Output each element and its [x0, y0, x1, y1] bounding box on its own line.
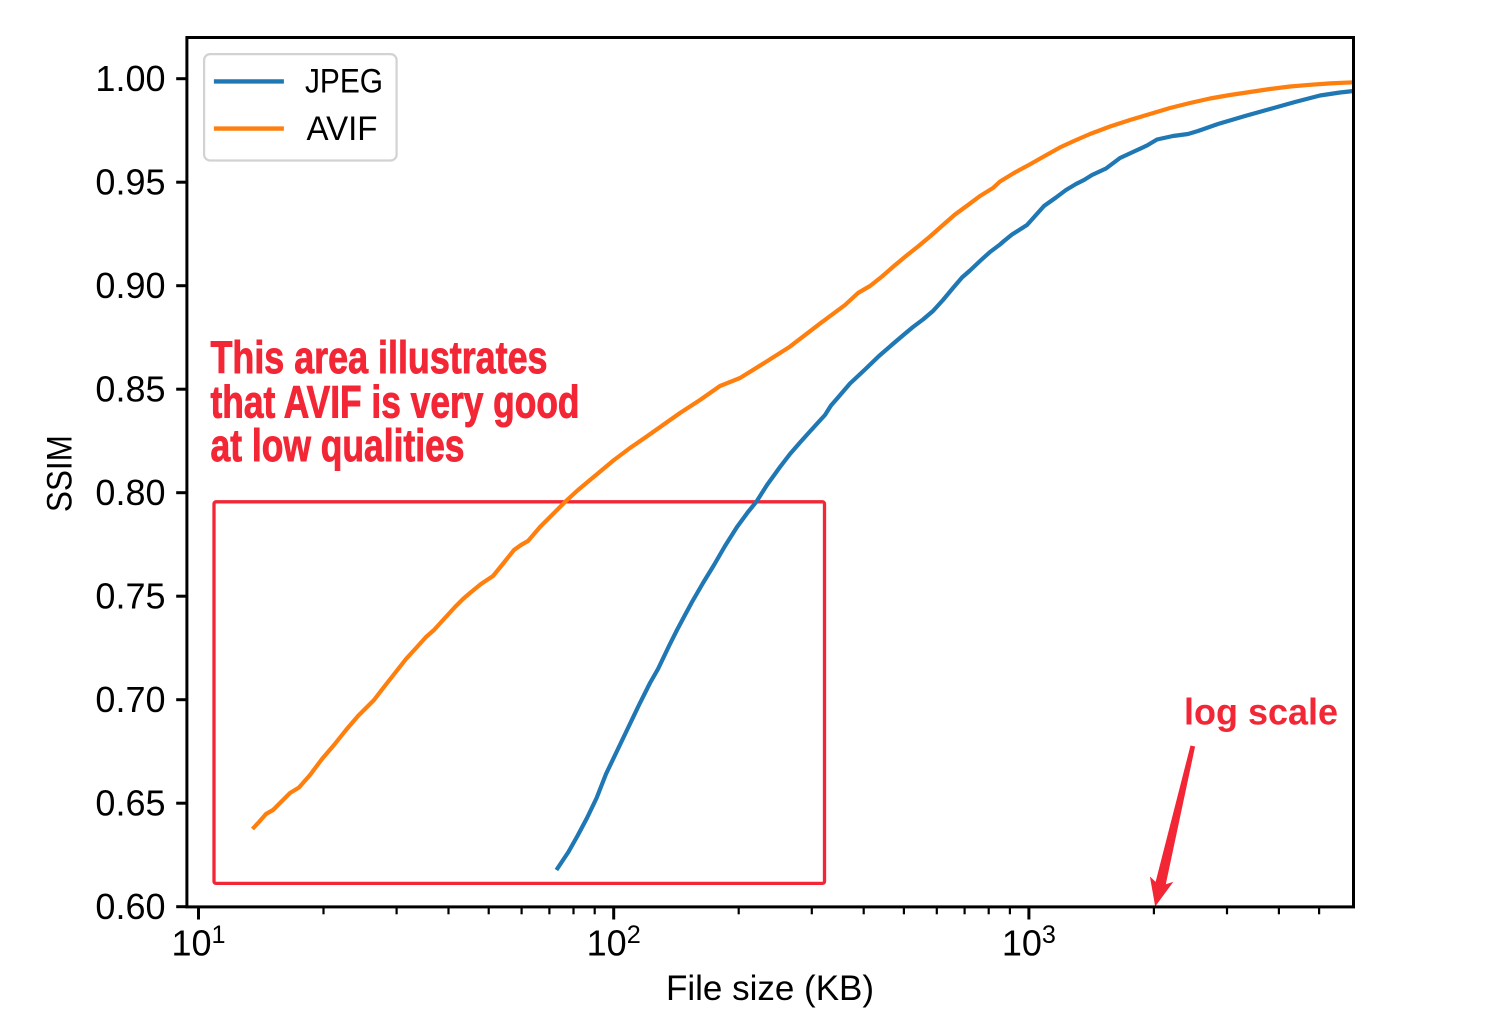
- svg-text:0.60: 0.60: [95, 886, 165, 927]
- svg-text:0.95: 0.95: [95, 162, 165, 203]
- svg-text:log scale: log scale: [1184, 692, 1338, 733]
- svg-text:0.75: 0.75: [95, 576, 165, 617]
- svg-text:This area illustrates: This area illustrates: [211, 332, 548, 383]
- svg-text:SSIM: SSIM: [41, 435, 80, 512]
- svg-text:0.65: 0.65: [95, 783, 165, 824]
- svg-text:103: 103: [1002, 921, 1056, 964]
- svg-text:0.85: 0.85: [95, 369, 165, 410]
- svg-text:at low qualities: at low qualities: [211, 420, 465, 471]
- svg-text:0.70: 0.70: [95, 679, 165, 720]
- svg-text:that AVIF is very good: that AVIF is very good: [211, 377, 580, 428]
- svg-text:0.90: 0.90: [95, 265, 165, 306]
- svg-text:AVIF: AVIF: [307, 110, 378, 148]
- svg-text:JPEG: JPEG: [305, 63, 383, 101]
- svg-text:0.80: 0.80: [95, 472, 165, 513]
- svg-text:File size (KB): File size (KB): [666, 969, 874, 1008]
- svg-text:1.00: 1.00: [95, 58, 165, 99]
